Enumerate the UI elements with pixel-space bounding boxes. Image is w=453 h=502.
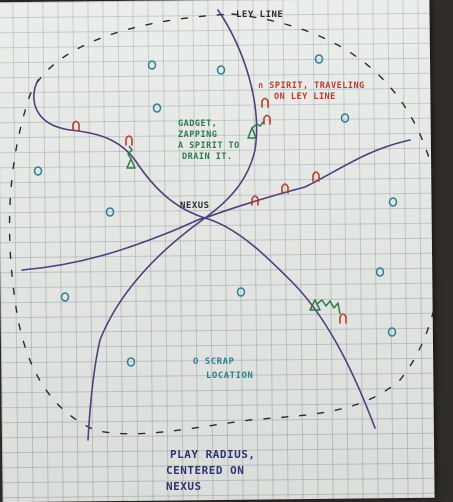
scrap-icon — [105, 207, 115, 217]
scrap-icon — [387, 327, 397, 337]
ley-lines — [21, 9, 411, 441]
spirit-icon — [261, 97, 269, 108]
spirit-icon — [281, 183, 289, 194]
gadget-icon — [126, 158, 136, 169]
spirit-icon — [263, 114, 271, 125]
scrap-icon — [340, 113, 350, 123]
gadgets — [126, 120, 341, 315]
scrap-icon — [236, 287, 246, 297]
scrap-icon — [375, 267, 385, 277]
nexus-label: NEXUS — [180, 201, 210, 211]
scrap-icon — [147, 60, 157, 70]
spirit-icon — [125, 135, 133, 146]
scrap-locations — [33, 54, 398, 367]
scrap-icon — [216, 65, 226, 75]
ley-line-3 — [21, 139, 411, 271]
spirits — [72, 97, 347, 324]
gadget-zap — [127, 145, 133, 160]
spirit-icon — [72, 120, 80, 131]
scrap-location-label: O SCRAP LOCATION — [193, 357, 253, 381]
gadget-zap — [251, 120, 265, 129]
play-radius-circle — [8, 13, 442, 435]
gadget-zap — [316, 299, 341, 315]
scrap-icon — [314, 54, 324, 64]
spirit-icon — [339, 313, 347, 324]
gadget-label: GADGET, ZAPPING A SPIRIT TO DRAIN IT. — [178, 119, 245, 162]
scrap-icon — [126, 357, 136, 367]
scrap-icon — [60, 292, 70, 302]
scrap-icon — [33, 166, 43, 176]
gadget-icon — [247, 127, 257, 139]
scrap-icon — [388, 197, 398, 207]
ley-line-label: LEY LINE — [236, 10, 283, 20]
gadget-icon — [309, 299, 321, 311]
spirit-icon — [251, 195, 259, 206]
scrap-icon — [152, 103, 162, 113]
spirit-icon — [312, 171, 320, 182]
ley-line-2 — [33, 79, 376, 429]
play-radius-label: PLAY RADIUS, CENTERED ON NEXUS — [166, 448, 263, 493]
spirit-label: ∩ SPIRIT, TRAVELING ON LEY LINE — [258, 81, 370, 102]
